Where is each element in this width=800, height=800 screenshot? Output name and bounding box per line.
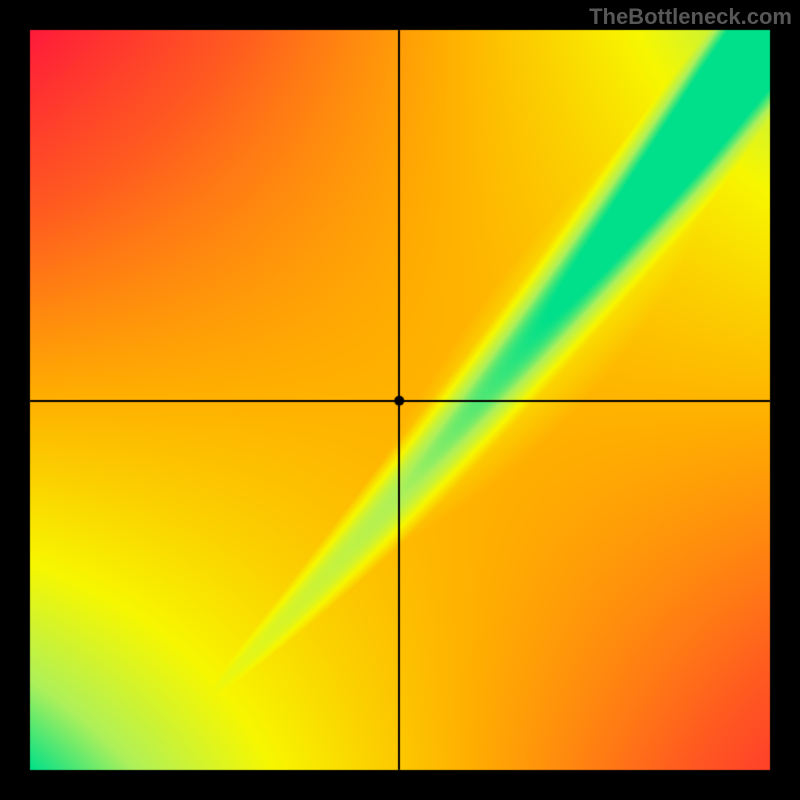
chart-container: TheBottleneck.com — [0, 0, 800, 800]
watermark-text: TheBottleneck.com — [589, 4, 792, 30]
crosshair-overlay — [0, 0, 800, 800]
